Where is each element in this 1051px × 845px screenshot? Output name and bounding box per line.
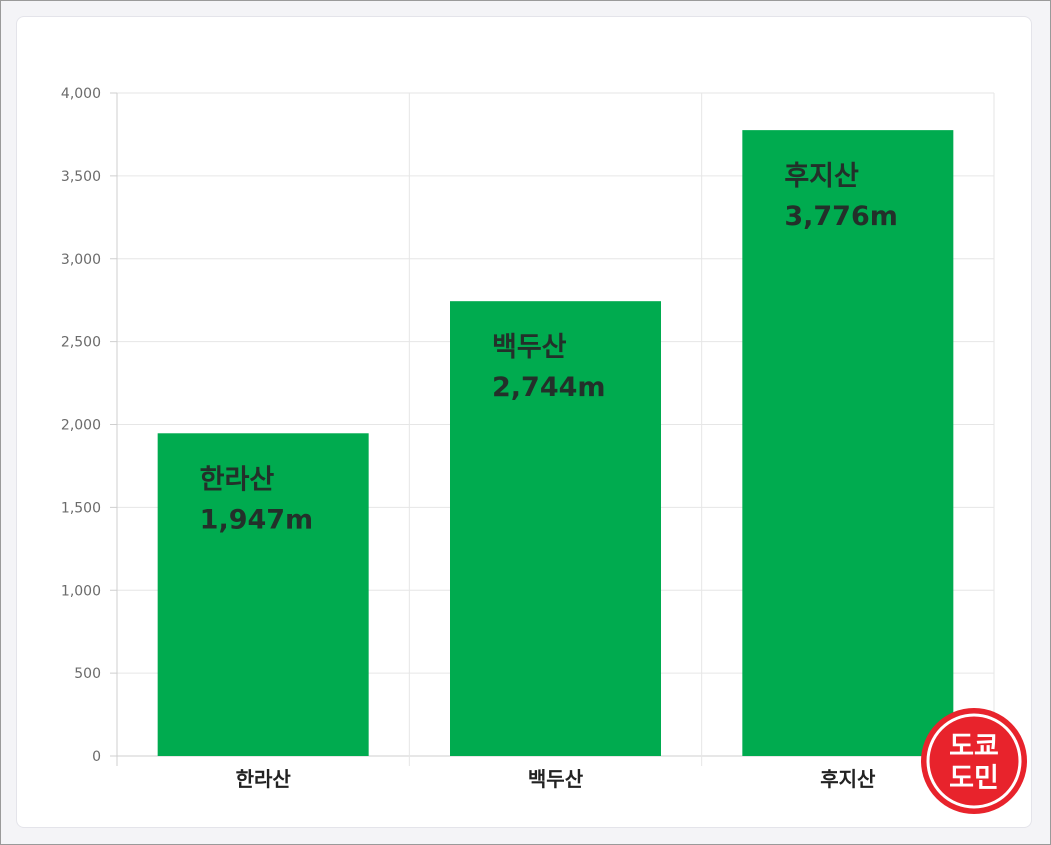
y-tick-label: 0 (92, 749, 101, 765)
y-tick-label: 3,500 (61, 169, 101, 185)
x-category-label: 후지산 (820, 767, 876, 791)
x-axis-categories: 한라산 백두산 후지산 (236, 767, 876, 791)
bar-1 (157, 433, 369, 756)
x-category-label: 백두산 (528, 767, 584, 791)
stamp-text-line: 도쿄 (949, 731, 999, 762)
data-label-name: 후지산 (784, 161, 859, 192)
stamp-inner-ring (926, 713, 1022, 809)
y-tick-label: 1,500 (61, 500, 101, 516)
bar-2 (450, 301, 661, 756)
data-label-value: 3,776m (784, 201, 898, 232)
data-label-name: 백두산 (492, 332, 567, 363)
y-tick-label: 2,000 (61, 418, 101, 434)
data-label-value: 1,947m (200, 504, 314, 535)
y-tick-label: 3,000 (61, 252, 101, 268)
y-axis-ticks: 0 500 1,000 1,500 2,000 2,500 3,000 3,500 4,000 (61, 86, 101, 765)
stamp-text-line: 도민 (949, 763, 999, 794)
bars (157, 130, 954, 757)
data-labels: 한라산 1,947m 백두산 2,744m 후지산 3,776m (200, 161, 898, 535)
bar-3 (742, 130, 954, 757)
y-tick-label: 500 (74, 666, 101, 682)
data-label-name: 한라산 (200, 464, 275, 495)
x-category-label: 한라산 (236, 767, 292, 791)
y-tick-label: 1,000 (61, 583, 101, 599)
data-label-value: 2,744m (492, 372, 606, 403)
y-tick-label: 2,500 (61, 335, 101, 351)
stamp-outer-circle (921, 708, 1027, 814)
y-tick-label: 4,000 (61, 86, 101, 102)
